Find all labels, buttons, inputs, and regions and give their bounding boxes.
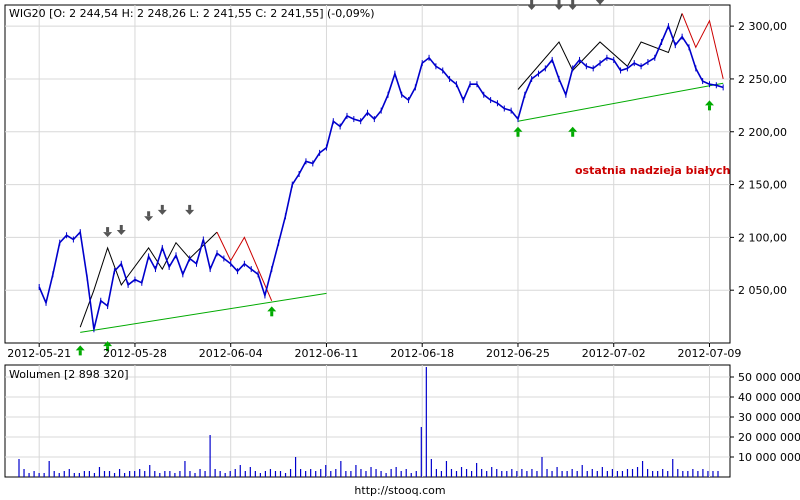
up-arrow-icon-shaft — [270, 311, 274, 317]
volume-title: Wolumen [2 898 320] — [9, 368, 129, 381]
up-arrow-icon-head — [568, 126, 578, 132]
down-arrow-icon-head — [554, 5, 564, 10]
down-arrow-icon-head — [185, 209, 195, 215]
volume-y-tick-label: 10 000 000 — [738, 451, 800, 464]
up-arrow-icon-shaft — [78, 350, 82, 356]
down-arrow-icon — [103, 227, 113, 238]
down-arrow-icon — [116, 224, 126, 235]
down-arrow-icon-head — [144, 216, 154, 222]
price-x-tick-label: 2012-05-21 — [7, 347, 71, 360]
annotation-text: ostatnia nadzieja białych — [575, 164, 730, 177]
price-panel — [4, 4, 731, 344]
up-arrow-icon-head — [103, 341, 113, 347]
volume-y-axis: 10 000 000 20 000 000 30 000 000 40 000 000… — [730, 371, 800, 464]
price-x-axis: 2012-05-21 2012-05-28 2012-06-04 2012-06-11… — [7, 343, 741, 360]
down-arrow-icon-shaft — [530, 0, 534, 5]
overlay-line-3 — [216, 231, 273, 301]
down-arrow-icon-shaft — [571, 0, 575, 5]
up-arrow-icon — [704, 100, 714, 111]
price-x-tick-label: 2012-06-18 — [390, 347, 454, 360]
price-series — [38, 23, 724, 333]
overlay-line-1 — [517, 82, 724, 122]
price-x-tick-label: 2012-07-09 — [678, 347, 742, 360]
down-arrow-icon-head — [103, 232, 113, 238]
up-arrow-icon — [103, 341, 113, 352]
down-arrow-icon — [157, 204, 167, 215]
overlay-line-2 — [79, 231, 218, 328]
overlay-line-5 — [681, 13, 724, 80]
down-arrow-icon-shaft — [147, 211, 151, 217]
volume-y-tick-label: 50 000 000 — [738, 371, 800, 384]
up-arrow-icon-head — [513, 126, 523, 132]
up-arrow-icon-head — [704, 100, 714, 106]
up-arrow-icon-shaft — [516, 131, 520, 137]
overlay-line-0 — [80, 292, 327, 333]
price-markers — [75, 0, 714, 356]
price-x-tick-label: 2012-06-04 — [199, 347, 263, 360]
volume-bars — [18, 367, 719, 477]
down-arrow-icon-head — [157, 209, 167, 215]
up-arrow-icon — [513, 126, 523, 137]
overlay-line-4 — [517, 13, 683, 90]
price-y-tick-label: 2 150,00 — [738, 179, 787, 192]
volume-y-tick-label: 20 000 000 — [738, 431, 800, 444]
price-y-tick-label: 2 100,00 — [738, 231, 787, 244]
source-link[interactable]: http://stooq.com — [354, 484, 445, 497]
price-x-tick-label: 2012-07-02 — [582, 347, 646, 360]
price-x-tick-label: 2012-06-25 — [486, 347, 550, 360]
down-arrow-icon-shaft — [106, 227, 110, 233]
down-arrow-icon-shaft — [119, 224, 123, 230]
down-arrow-icon-head — [527, 5, 537, 10]
up-arrow-icon-head — [267, 306, 277, 312]
down-arrow-icon-head — [595, 0, 605, 5]
down-arrow-icon — [144, 211, 154, 222]
price-y-tick-label: 2 050,00 — [738, 284, 787, 297]
price-title: WIG20 [O: 2 244,54 H: 2 248,26 L: 2 241,… — [9, 7, 375, 20]
up-arrow-icon-head — [75, 345, 85, 351]
up-arrow-icon-shaft — [707, 105, 711, 111]
up-arrow-icon-shaft — [571, 131, 575, 137]
down-arrow-icon-shaft — [160, 204, 164, 210]
down-arrow-icon-shaft — [188, 204, 192, 210]
price-overlays — [79, 13, 724, 333]
price-y-tick-label: 2 200,00 — [738, 126, 787, 139]
down-arrow-icon-head — [568, 5, 578, 10]
up-arrow-icon — [75, 345, 85, 356]
down-arrow-icon — [527, 0, 537, 10]
volume-panel — [4, 364, 731, 478]
price-y-tick-label: 2 250,00 — [738, 73, 787, 86]
down-arrow-icon — [185, 204, 195, 215]
down-arrow-icon — [568, 0, 578, 10]
price-x-tick-label: 2012-06-11 — [294, 347, 358, 360]
price-y-axis: 2 050,00 2 100,00 2 150,00 2 200,00 2 250,00… — [730, 20, 787, 297]
volume-y-tick-label: 30 000 000 — [738, 411, 800, 424]
price-x-tick-label: 2012-05-28 — [103, 347, 167, 360]
up-arrow-icon — [568, 126, 578, 137]
down-arrow-icon — [554, 0, 564, 10]
down-arrow-icon — [595, 0, 605, 5]
volume-y-tick-label: 40 000 000 — [738, 391, 800, 404]
down-arrow-icon-shaft — [557, 0, 561, 5]
price-y-tick-label: 2 300,00 — [738, 20, 787, 33]
volume-grid — [5, 365, 730, 477]
up-arrow-icon-shaft — [106, 346, 110, 352]
up-arrow-icon — [267, 306, 277, 317]
down-arrow-icon-head — [116, 229, 126, 235]
